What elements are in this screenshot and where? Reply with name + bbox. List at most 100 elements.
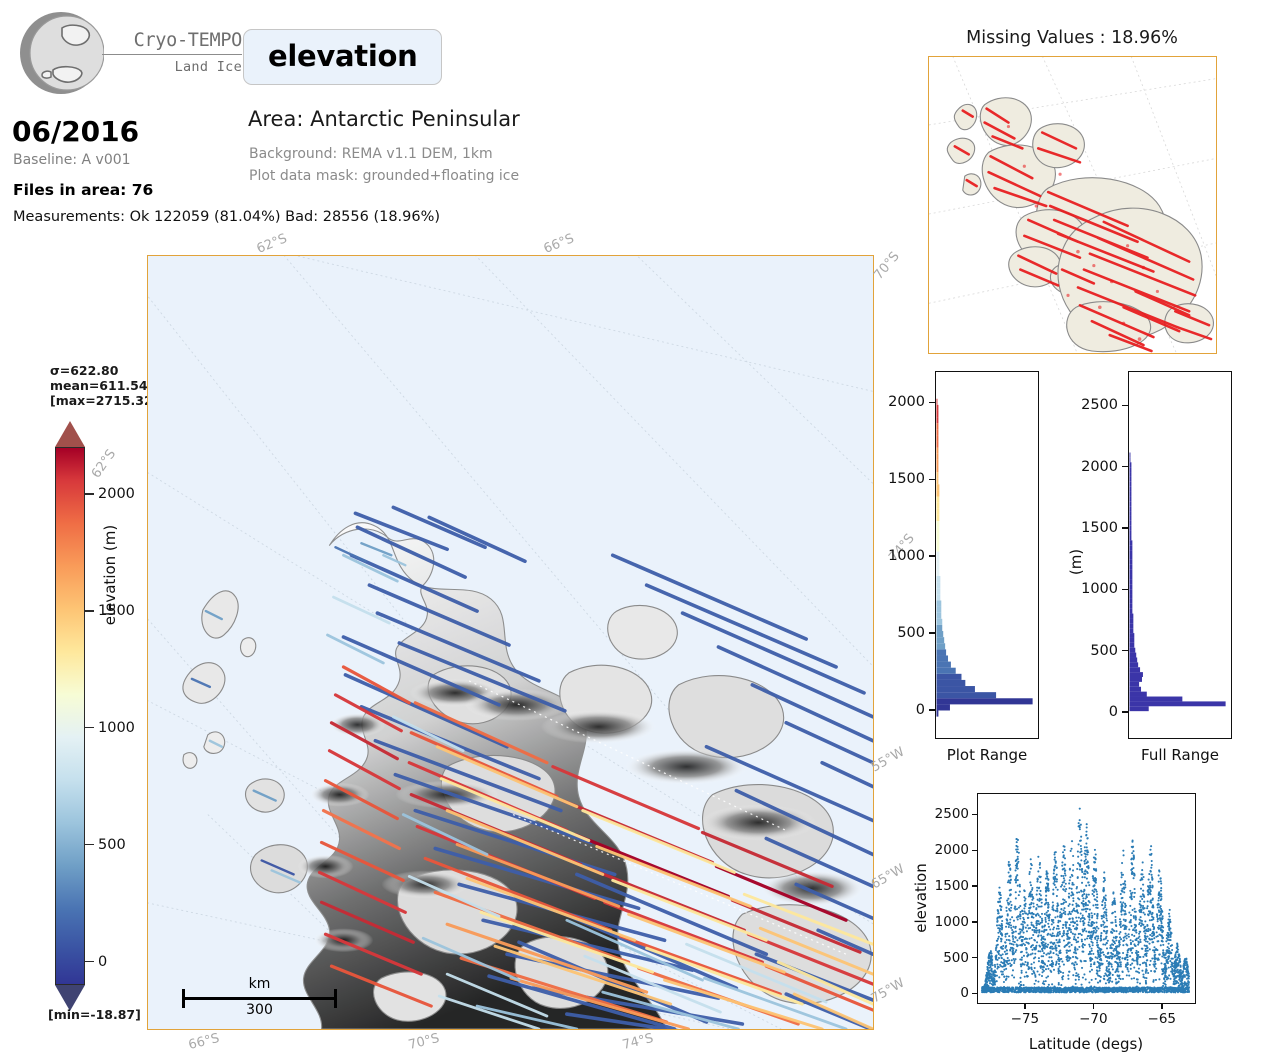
colorbar-ticks: 2000 1500 1000 500 0: [85, 447, 145, 985]
scatter-x-tick-label: −70: [1079, 1011, 1108, 1027]
histogram-bar: [936, 667, 956, 674]
colorbar-over-arrow-icon: [55, 421, 85, 447]
graticule-label: 70°S: [871, 249, 903, 283]
colorbar-tick: [85, 843, 94, 846]
histogram-bar: [1129, 481, 1132, 487]
histogram-bar: [1129, 501, 1132, 507]
full-range-histogram[interactable]: [1128, 371, 1232, 739]
scale-bar-cap-right: [334, 989, 337, 1008]
histogram-tick-label: 2500: [1081, 397, 1118, 414]
histogram-bar: [1129, 535, 1132, 541]
page-title: elevation: [268, 39, 418, 73]
graticule-label: 66°S: [541, 231, 577, 257]
histogram-bar: [1129, 506, 1132, 512]
full-range-histogram-canvas: [1129, 452, 1226, 712]
scatter-x-tick: [1161, 1004, 1163, 1009]
histogram-tick: [929, 632, 935, 634]
measurements-label: Measurements: Ok 122059 (81.04%) Bad: 28…: [13, 209, 441, 225]
histogram-bar: [936, 545, 940, 552]
logo-block: Cryo-TEMPO Land Ice: [14, 8, 244, 100]
colorbar: 2000 1500 1000 500 0: [55, 421, 135, 1011]
baseline-label: Baseline: A v001: [13, 152, 131, 168]
histogram-bar: [1129, 681, 1140, 687]
scatter-y-tick-label: 2000: [934, 842, 969, 859]
scatter-y-tick: [972, 813, 977, 816]
missing-values-map[interactable]: [928, 56, 1217, 354]
histogram-bar: [936, 404, 939, 411]
histogram-bar: [1129, 569, 1133, 575]
histogram-tick: [929, 555, 935, 557]
histogram-bar: [936, 631, 944, 638]
histogram-tick: [1122, 404, 1128, 407]
histogram-bar: [936, 441, 939, 448]
colorbar-tick: [85, 609, 94, 612]
histogram-bar: [1129, 628, 1134, 634]
colorbar-under-arrow-icon: [55, 985, 85, 1011]
colorbar-tick-label: 2000: [98, 485, 135, 502]
histogram-bar: [1129, 696, 1183, 702]
histogram-bar: [1129, 608, 1133, 614]
plot-range-caption: Plot Range: [946, 746, 1028, 764]
histogram-bar: [1129, 540, 1133, 546]
histogram-bar: [1129, 647, 1136, 653]
colorbar-tick-label: 1500: [98, 602, 135, 619]
main-map-panel[interactable]: [147, 255, 874, 1030]
histogram-bar: [936, 588, 941, 595]
colorbar-gradient: [55, 447, 85, 985]
histogram-bar: [936, 478, 939, 485]
histogram-bar: [936, 417, 939, 424]
histogram-bar: [1129, 662, 1139, 668]
histogram-bar: [1129, 618, 1134, 624]
histogram-bar: [1129, 452, 1131, 458]
plot-range-histogram[interactable]: [935, 371, 1039, 739]
histogram-bar: [1129, 472, 1132, 477]
graticule-label: 75°W: [868, 975, 908, 1007]
elevation-vs-latitude-scatter[interactable]: [977, 793, 1196, 1004]
histogram-bar: [936, 508, 940, 515]
histogram-tick-label: 0: [1108, 704, 1118, 720]
histogram-bar: [936, 704, 950, 711]
colorbar-tick-label: 500: [98, 836, 126, 853]
scale-bar: km 300: [182, 976, 337, 1026]
histogram-bar: [1129, 667, 1141, 673]
histogram-bar: [936, 514, 940, 521]
graticule-label: 66°S: [187, 1030, 221, 1054]
histogram-bar: [936, 606, 942, 613]
scatter-y-tick: [972, 921, 977, 923]
histogram-bar: [936, 612, 942, 619]
histogram-bar: [1129, 633, 1135, 638]
histogram-bar: [936, 429, 939, 436]
histogram-bar: [1129, 530, 1132, 536]
plot-range-histogram-canvas: [936, 398, 1033, 717]
histogram-bar: [1129, 467, 1132, 473]
histogram-bar: [936, 472, 939, 479]
histogram-bar: [936, 649, 947, 656]
graticule-label: 62°S: [254, 231, 290, 257]
histogram-tick: [929, 478, 935, 481]
histogram-bar: [1129, 637, 1135, 643]
histogram-bar: [936, 673, 962, 680]
main-map-canvas: [148, 256, 873, 1029]
histogram-bar: [936, 618, 943, 625]
histogram-bar: [1129, 457, 1131, 463]
histogram-bar: [936, 423, 939, 430]
histogram-bar: [936, 569, 940, 577]
scatter-x-tick: [1024, 1004, 1026, 1009]
histogram-tick-label: 500: [897, 624, 925, 641]
histogram-bar: [1129, 555, 1133, 560]
histogram-bar: [1129, 545, 1133, 551]
histogram-tick-label: 1000: [1081, 581, 1118, 598]
histogram-bar: [936, 698, 1033, 705]
scatter-y-label: elevation: [912, 863, 930, 933]
graticule-label: 74°S: [621, 1030, 655, 1054]
histogram-tick-label: 1500: [1081, 520, 1118, 536]
histogram-bar: [936, 465, 939, 473]
histogram-bar: [936, 686, 975, 693]
scatter-y-tick-label: 1500: [934, 877, 969, 894]
histogram-tick: [1122, 711, 1128, 713]
histogram-bar: [1129, 579, 1133, 585]
scale-bar-unit: km: [248, 976, 271, 992]
histogram-bar: [1129, 706, 1149, 712]
scale-bar-cap-left: [182, 989, 185, 1008]
